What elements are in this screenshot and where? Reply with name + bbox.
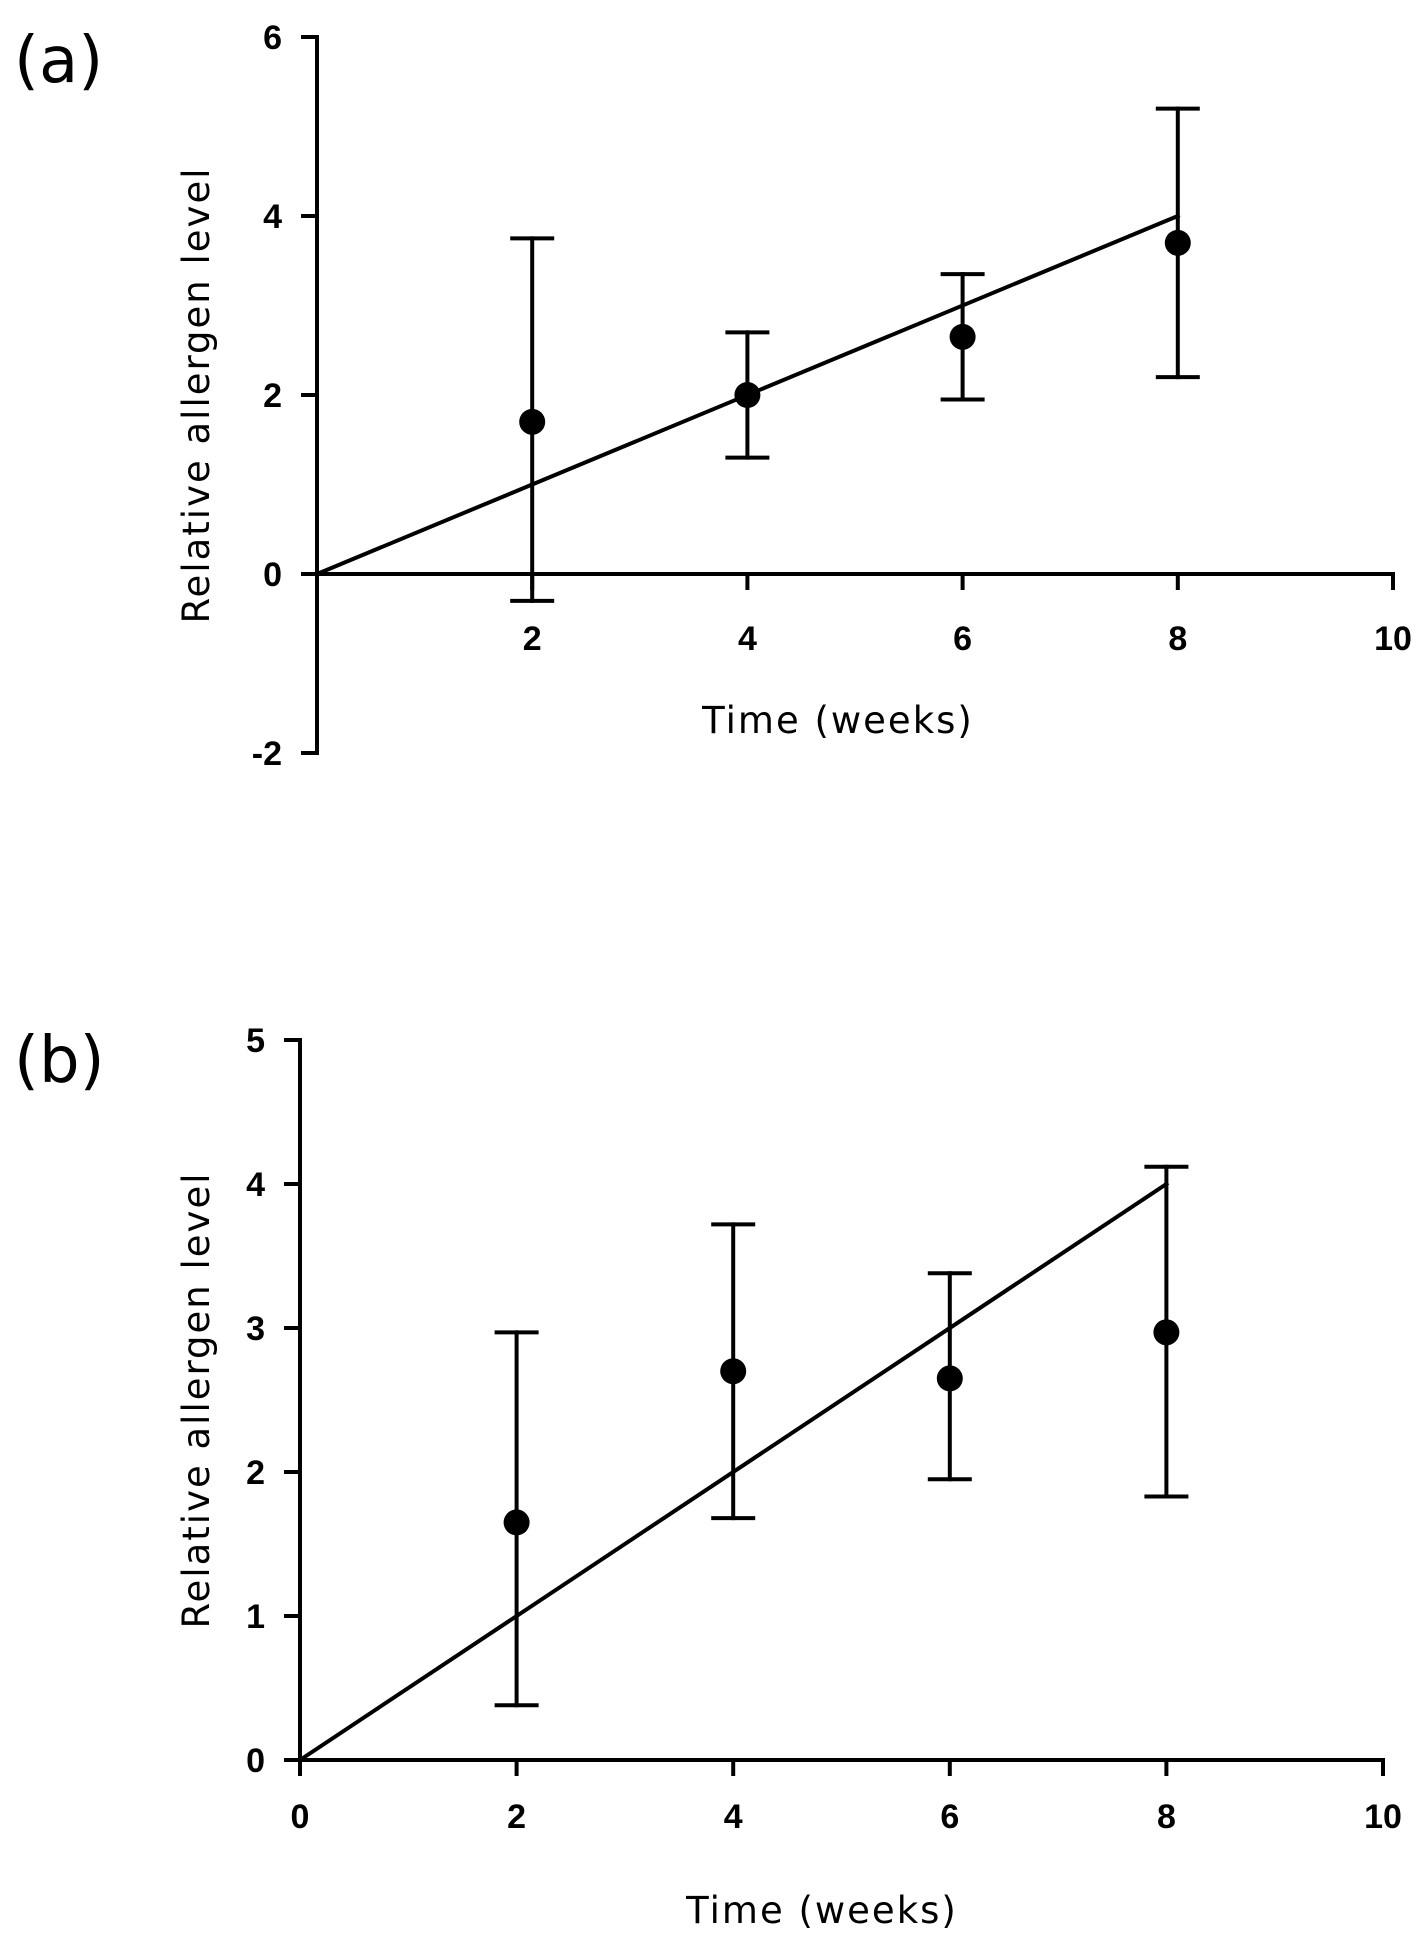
data-point-a [949,323,976,350]
y-tick-label-b: 5 [246,1022,265,1060]
data-point-b [1153,1319,1180,1346]
panel-label-b: (b) [14,1024,105,1098]
y-tick-label-a: 0 [263,556,282,594]
data-point-a [519,408,546,435]
y-tick-label-a: -2 [252,735,282,773]
chart-panel-a: (a) Time (weeks) Relative allergen level… [14,19,1412,773]
x-axis-title-b: Time (weeks) [685,1889,958,1932]
x-tick-label-a: 2 [523,620,542,658]
y-tick-label-b: 0 [246,1742,265,1780]
data-point-a [1164,229,1191,256]
y-tick-label-b: 2 [246,1454,265,1492]
x-tick-label-b: 10 [1364,1798,1402,1836]
data-point-b [720,1358,747,1385]
x-tick-label-b: 8 [1157,1798,1176,1836]
data-point-b [936,1365,963,1392]
panel-label-a: (a) [14,24,103,98]
x-tick-label-a: 8 [1168,620,1187,658]
y-tick-label-a: 2 [263,377,282,415]
x-tick-label-a: 4 [738,620,757,658]
x-axis-title-a: Time (weeks) [701,699,974,742]
y-axis-title-b: Relative allergen level [175,1172,218,1629]
x-tick-label-a: 10 [1374,620,1412,658]
data-point-a [734,382,761,408]
y-tick-label-a: 4 [263,198,282,236]
y-tick-label-a: 6 [263,19,282,57]
y-tick-label-b: 4 [246,1166,265,1204]
x-tick-label-b: 4 [724,1798,743,1836]
y-axis-title-a: Relative allergen level [175,167,218,624]
x-tick-label-b: 6 [940,1798,959,1836]
y-tick-label-b: 3 [246,1310,265,1348]
chart-panel-b: (b) Time (weeks) Relative allergen level… [14,1022,1402,1932]
data-point-b [503,1509,530,1536]
x-tick-label-b: 2 [507,1798,526,1836]
x-tick-label-b: 0 [291,1798,310,1836]
x-tick-label-a: 6 [953,620,972,658]
y-tick-label-b: 1 [246,1598,265,1636]
